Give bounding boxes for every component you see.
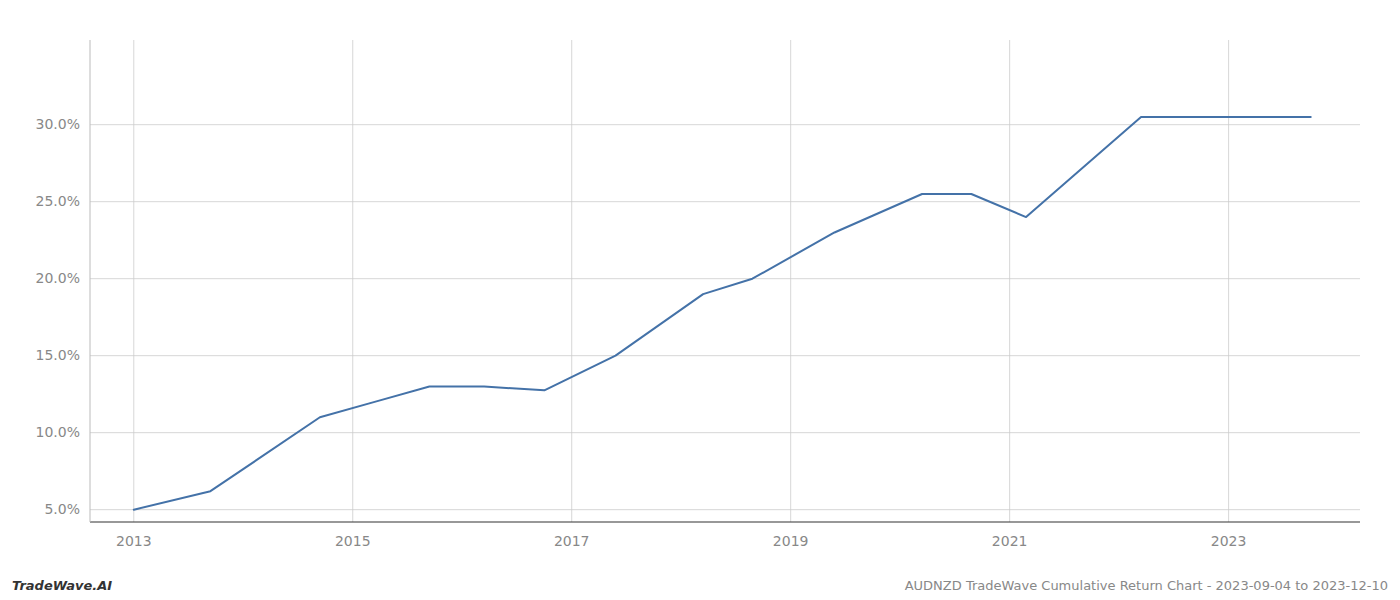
data-line [134,117,1311,510]
y-tick-label: 30.0% [36,116,80,132]
y-grid-line [90,355,1360,356]
y-axis-line [90,40,91,522]
x-tick-label: 2017 [554,533,590,549]
footnote-left: TradeWave.AI [12,578,112,593]
chart-container: 5.0% 10.0% 15.0% 20.0% 25.0% 30.0% 2013 2015 201… [0,0,1400,600]
x-grid-line [790,40,791,522]
footnotes: TradeWave.AI AUDNZD TradeWave Cumulative … [12,578,1388,593]
y-grid-line [90,278,1360,279]
grid [90,40,1360,522]
footnote-right: AUDNZD TradeWave Cumulative Return Chart… [905,578,1388,593]
y-tick-label: 15.0% [36,347,80,363]
y-grid-line [90,201,1360,202]
x-grid-line [1228,40,1229,522]
x-grid-line [133,40,134,522]
x-tick-label: 2023 [1211,533,1247,549]
x-tick-label: 2021 [992,533,1028,549]
y-tick-label: 25.0% [36,193,80,209]
x-tick-label: 2015 [335,533,371,549]
y-grid-line [90,432,1360,433]
plot-area [134,117,1311,510]
x-grid-line [571,40,572,522]
y-grid-line [90,509,1360,510]
axes: 5.0% 10.0% 15.0% 20.0% 25.0% 30.0% 2013 2015 201… [36,40,1360,549]
chart: 5.0% 10.0% 15.0% 20.0% 25.0% 30.0% 2013 2015 201… [0,0,1400,600]
y-tick-label: 5.0% [44,501,80,517]
x-axis-line [90,521,1360,522]
page: {"chart_data": {"type": "line", "x": [20… [0,0,1400,600]
y-grid-line [90,124,1360,125]
y-tick-label: 10.0% [36,424,80,440]
x-tick-label: 2019 [773,533,809,549]
x-tick-label: 2013 [116,533,152,549]
y-tick-label: 20.0% [36,270,80,286]
x-grid-line [1009,40,1010,522]
x-grid-line [352,40,353,522]
